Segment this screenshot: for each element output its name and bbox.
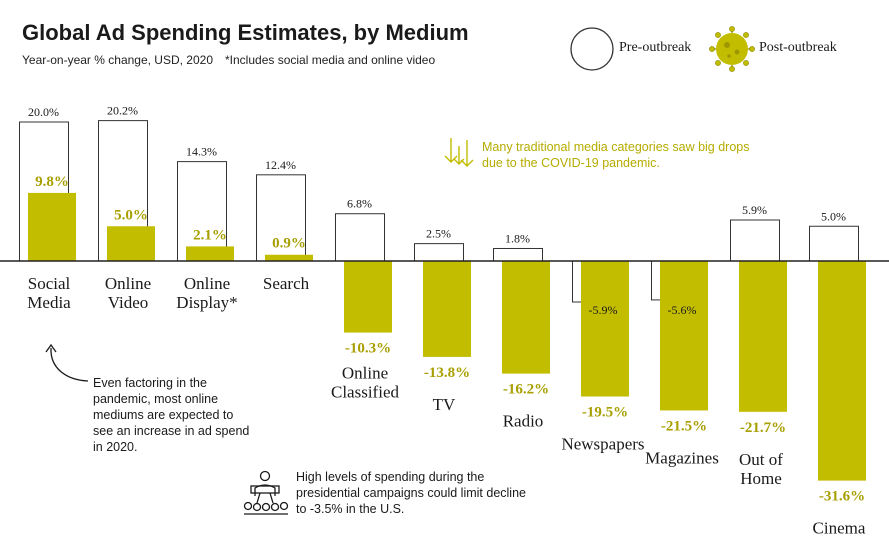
post-outbreak-value-label: 0.9%	[272, 236, 306, 252]
post-outbreak-value-label: -16.2%	[503, 382, 549, 398]
post-outbreak-bar	[265, 254, 313, 261]
category-label: TV	[433, 395, 456, 414]
post-outbreak-bar	[107, 226, 155, 261]
pre-outbreak-value-label: -5.9%	[589, 303, 618, 317]
post-outbreak-bar	[28, 192, 76, 261]
pre-outbreak-value-label: 20.0%	[28, 105, 59, 119]
pre-outbreak-value-label: -5.6%	[668, 303, 697, 317]
category-label: Newspapers	[561, 435, 644, 454]
campaign-annotation: High levels of spending during the presi…	[296, 470, 526, 516]
post-outbreak-value-label: 2.1%	[193, 227, 227, 243]
post-outbreak-value-label: -13.8%	[424, 365, 470, 381]
post-outbreak-bar	[581, 261, 629, 397]
category-label: Radio	[503, 412, 544, 431]
pre-outbreak-value-label: 12.4%	[265, 158, 296, 172]
pre-outbreak-value-label: 20.2%	[107, 104, 138, 118]
category-label: Display*	[176, 293, 237, 312]
pre-outbreak-value-label: 2.5%	[426, 227, 451, 241]
pre-outbreak-bar	[256, 174, 306, 262]
pre-outbreak-bar	[414, 243, 464, 262]
chart-title: Global Ad Spending Estimates, by Medium	[22, 20, 469, 45]
virus-icon	[709, 26, 755, 72]
post-outbreak-value-label: -21.5%	[661, 418, 707, 434]
post-outbreak-value-label: -31.6%	[819, 489, 865, 505]
category-label: Social	[28, 274, 71, 293]
pre-outbreak-value-label: 1.8%	[505, 231, 530, 245]
drops-annotation: Many traditional media categories saw bi…	[482, 140, 750, 170]
post-outbreak-value-label: -21.7%	[740, 420, 786, 436]
pre-outbreak-bar	[493, 247, 543, 262]
pre-outbreak-bar	[177, 161, 227, 262]
pre-outbreak-value-label: 14.3%	[186, 145, 217, 159]
post-outbreak-value-label: -10.3%	[345, 341, 391, 357]
category-label: Online	[342, 364, 388, 383]
pre-outbreak-bar	[809, 225, 859, 262]
post-outbreak-bar	[660, 261, 708, 411]
pre-outbreak-value-label: 5.0%	[821, 209, 846, 223]
online-annotation: Even factoring in the pandemic, most onl…	[93, 376, 250, 454]
post-outbreak-bar	[423, 261, 471, 357]
category-label: Search	[263, 274, 310, 293]
post-outbreak-value-label: 9.8%	[35, 174, 69, 190]
category-label: Media	[27, 293, 71, 312]
category-label: Cinema	[813, 519, 866, 538]
post-outbreak-value-label: -19.5%	[582, 405, 628, 421]
legend-pre-label: Pre-outbreak	[619, 40, 692, 55]
category-label: Online	[105, 274, 151, 293]
category-label: Video	[108, 293, 149, 312]
chart-subtitle: Year-on-year % change, USD, 2020	[22, 53, 214, 67]
post-outbreak-bar	[186, 246, 234, 261]
category-label: Classified	[331, 383, 399, 402]
post-outbreak-bar	[502, 261, 550, 374]
pre-outbreak-value-label: 5.9%	[742, 203, 767, 217]
post-outbreak-value-label: 5.0%	[114, 207, 148, 223]
chart-footnote: *Includes social media and online video	[225, 53, 436, 67]
post-outbreak-bar	[739, 261, 787, 412]
legend-post-label: Post-outbreak	[759, 40, 837, 55]
category-label: Out of	[739, 450, 783, 469]
post-outbreak-bar	[818, 261, 866, 481]
category-label: Home	[740, 469, 782, 488]
post-outbreak-bar	[344, 261, 392, 333]
category-label: Magazines	[645, 448, 719, 467]
empty-circle-icon	[570, 27, 614, 71]
pre-outbreak-bar	[335, 213, 385, 262]
legend	[570, 26, 755, 72]
category-label: Online	[184, 274, 230, 293]
pre-outbreak-value-label: 6.8%	[347, 197, 372, 211]
pre-outbreak-bar	[730, 219, 780, 262]
